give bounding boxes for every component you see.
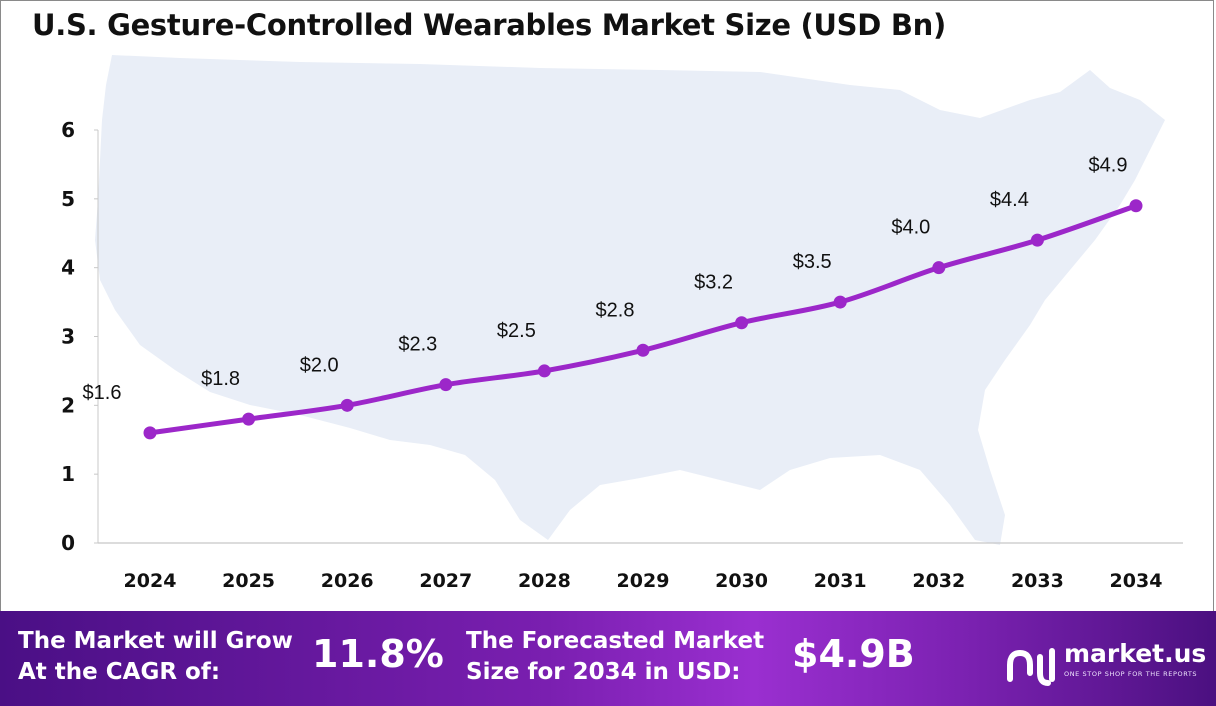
data-point [636,343,650,357]
data-label: $2.8 [596,299,635,321]
y-tick-label: 1 [61,462,75,486]
brand-tagline: ONE STOP SHOP FOR THE REPORTS [1064,670,1198,678]
cagr-label: The Market will Grow At the CAGR of: [18,628,293,685]
x-axis-ticks: 2024 2025 2026 2027 2028 2029 2030 2031 2032 2033… [124,570,1163,592]
x-tick-label: 2027 [419,570,472,592]
y-tick-label: 5 [61,187,75,211]
market-us-logo-icon [1007,648,1055,686]
y-tick-label: 6 [61,118,75,142]
x-tick-label: 2029 [617,570,670,592]
data-point [833,295,847,309]
data-label: $2.3 [398,334,437,356]
chart-title: U.S. Gesture-Controlled Wearables Market… [32,8,946,42]
x-tick-label: 2025 [222,570,275,592]
x-tick-label: 2033 [1011,570,1064,592]
data-point [439,378,453,392]
data-label: $3.2 [694,272,733,294]
data-point [735,316,749,330]
data-points [143,199,1143,440]
data-point [932,261,946,275]
data-point [340,398,354,412]
y-tick-label: 2 [61,393,75,417]
x-tick-label: 2024 [124,570,177,592]
data-label: $2.5 [497,320,536,342]
x-tick-label: 2030 [715,570,768,592]
data-labels: $1.6 $1.8 $2.0 $2.3 $2.5 $2.8 $3.2 $3.5 $4.0 $4.4… [83,155,1128,404]
data-point [1129,199,1143,213]
forecast-value: $4.9B [792,632,915,676]
x-tick-label: 2028 [518,570,571,592]
data-point [537,364,551,378]
line-chart: 0 1 2 3 4 5 6 2024 2025 2026 2027 2028 2029 2030 2031… [61,55,1183,592]
brand-name: market.us [1064,639,1207,668]
x-tick-label: 2026 [321,570,374,592]
data-label: $1.6 [83,382,122,404]
data-point [1030,233,1044,247]
x-tick-label: 2031 [814,570,867,592]
data-label: $4.4 [990,189,1029,211]
y-tick-label: 3 [61,325,75,349]
forecast-label: The Forecasted Market Size for 2034 in U… [466,628,765,685]
y-tick-label: 0 [61,531,75,555]
summary-banner: The Market will Grow At the CAGR of: 11.… [0,611,1216,706]
data-label: $1.8 [201,368,240,390]
x-tick-label: 2032 [912,570,965,592]
brand-logo[interactable]: market.us ONE STOP SHOP FOR THE REPORTS [1004,639,1209,689]
data-label: $4.9 [1089,155,1128,177]
x-tick-label: 2034 [1110,570,1163,592]
data-label: $2.0 [300,354,339,376]
data-point [242,412,256,426]
cagr-value: 11.8% [312,632,444,676]
y-tick-label: 4 [61,256,75,280]
data-point [143,426,157,440]
us-map-silhouette [95,55,1165,545]
y-axis-ticks: 0 1 2 3 4 5 6 [61,118,98,555]
data-label: $3.5 [793,251,832,273]
data-label: $4.0 [891,217,930,239]
